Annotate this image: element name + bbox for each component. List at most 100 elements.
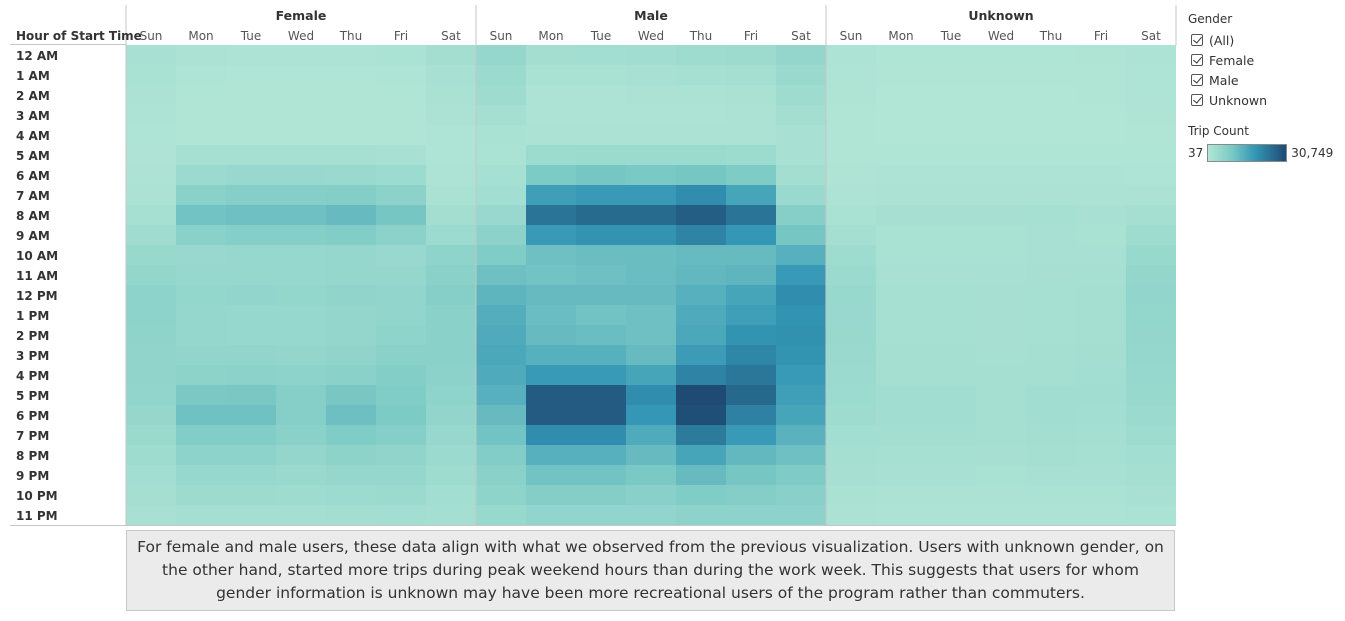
heatmap-cell xyxy=(726,45,776,65)
heatmap-cell xyxy=(276,65,326,85)
heatmap-cell xyxy=(926,305,976,325)
heatmap-cell xyxy=(976,85,1026,105)
heatmap-cell xyxy=(576,145,626,165)
heatmap-cell xyxy=(426,485,476,505)
heatmap-cell xyxy=(376,125,426,145)
gender-option-unknown[interactable]: Unknown xyxy=(1188,90,1343,110)
heatmap-cell xyxy=(126,45,176,65)
heatmap-cell xyxy=(676,505,726,525)
heatmap-cell xyxy=(526,325,576,345)
heatmap-cell xyxy=(826,205,876,225)
heatmap-cell xyxy=(526,465,576,485)
heatmap-cell xyxy=(226,205,276,225)
heatmap-cell xyxy=(1076,85,1126,105)
heatmap-cell xyxy=(676,65,726,85)
checkbox-icon[interactable] xyxy=(1191,54,1203,66)
group-label: Unknown xyxy=(968,8,1033,23)
heatmap-cell xyxy=(1126,45,1176,65)
hour-label: 11 AM xyxy=(16,269,58,283)
heatmap-cell xyxy=(476,125,526,145)
heatmap-cell xyxy=(526,165,576,185)
heatmap-cell xyxy=(326,325,376,345)
heatmap-cell xyxy=(276,505,326,525)
legend-panel: Gender (All) Female Male Unknown Trip Co… xyxy=(1188,10,1343,162)
heatmap-cell xyxy=(226,45,276,65)
heatmap-cell xyxy=(1026,325,1076,345)
checkbox-icon[interactable] xyxy=(1191,74,1203,86)
heatmap-cell xyxy=(626,225,676,245)
heatmap-cell xyxy=(326,45,376,65)
heatmap-cell xyxy=(926,365,976,385)
heatmap-cell xyxy=(126,85,176,105)
heatmap-cell xyxy=(926,265,976,285)
heatmap-cell xyxy=(126,345,176,365)
heatmap-cell xyxy=(1126,365,1176,385)
heatmap-cell xyxy=(1126,465,1176,485)
hour-label: 1 PM xyxy=(16,309,49,323)
heatmap-cell xyxy=(476,105,526,125)
heatmap-cell xyxy=(676,165,726,185)
heatmap-cell xyxy=(476,365,526,385)
heatmap-cell xyxy=(526,485,576,505)
heatmap-cell xyxy=(1126,105,1176,125)
heatmap-cell xyxy=(1076,285,1126,305)
heatmap-cell xyxy=(726,165,776,185)
heatmap-cell xyxy=(1026,85,1076,105)
heatmap-cell xyxy=(876,65,926,85)
heatmap-cell xyxy=(476,465,526,485)
heatmap-cell xyxy=(426,205,476,225)
heatmap-cell xyxy=(826,405,876,425)
heatmap-cell xyxy=(126,285,176,305)
heatmap-cell xyxy=(326,425,376,445)
heatmap-cell xyxy=(526,225,576,245)
heatmap-cell xyxy=(276,425,326,445)
heatmap-cell xyxy=(1026,465,1076,485)
heatmap-cell xyxy=(626,465,676,485)
heatmap-cell xyxy=(526,305,576,325)
heatmap-cell xyxy=(276,405,326,425)
heatmap-cell xyxy=(326,505,376,525)
heatmap-cell xyxy=(1076,305,1126,325)
heatmap-cell xyxy=(626,405,676,425)
gender-option-all[interactable]: (All) xyxy=(1188,30,1343,50)
heatmap-cell xyxy=(1126,505,1176,525)
heatmap-cell xyxy=(1076,485,1126,505)
heatmap-chart: Female Sun Mon Tue Wed Thu Fri Sat Male Sun Mon Tue… xyxy=(10,5,1177,526)
heatmap-cell xyxy=(276,45,326,65)
heatmap-cell xyxy=(1126,305,1176,325)
heatmap-cell xyxy=(626,125,676,145)
heatmap-cell xyxy=(376,145,426,165)
checkbox-icon[interactable] xyxy=(1191,34,1203,46)
gender-option-male[interactable]: Male xyxy=(1188,70,1343,90)
checkbox-icon[interactable] xyxy=(1191,94,1203,106)
heatmap-cell xyxy=(876,85,926,105)
heatmap-cell xyxy=(1076,345,1126,365)
heatmap-cell xyxy=(376,85,426,105)
heatmap-cell xyxy=(476,245,526,265)
heatmap-cell xyxy=(126,245,176,265)
group-label: Male xyxy=(634,8,668,23)
heatmap-cell xyxy=(976,145,1026,165)
heatmap-cell xyxy=(626,205,676,225)
heatmap-cell xyxy=(226,445,276,465)
heatmap-cell xyxy=(826,345,876,365)
heatmap-cell xyxy=(976,165,1026,185)
heatmap-cell xyxy=(1076,445,1126,465)
heatmap-cell xyxy=(476,425,526,445)
heatmap-cell xyxy=(1076,465,1126,485)
hour-label: 11 PM xyxy=(16,509,58,523)
heatmap-cell xyxy=(676,205,726,225)
heatmap-cell xyxy=(226,225,276,245)
heatmap-cell xyxy=(726,65,776,85)
day-label: Sat xyxy=(1141,29,1161,43)
hour-label: 4 AM xyxy=(16,129,50,143)
heatmap-cell xyxy=(326,285,376,305)
gender-option-female[interactable]: Female xyxy=(1188,50,1343,70)
heatmap-cell xyxy=(1076,185,1126,205)
heatmap-cell xyxy=(876,305,926,325)
heatmap-cell xyxy=(276,105,326,125)
heatmap-cell xyxy=(676,445,726,465)
heatmap-cell xyxy=(276,345,326,365)
heatmap-cell xyxy=(526,385,576,405)
heatmap-cell xyxy=(626,165,676,185)
